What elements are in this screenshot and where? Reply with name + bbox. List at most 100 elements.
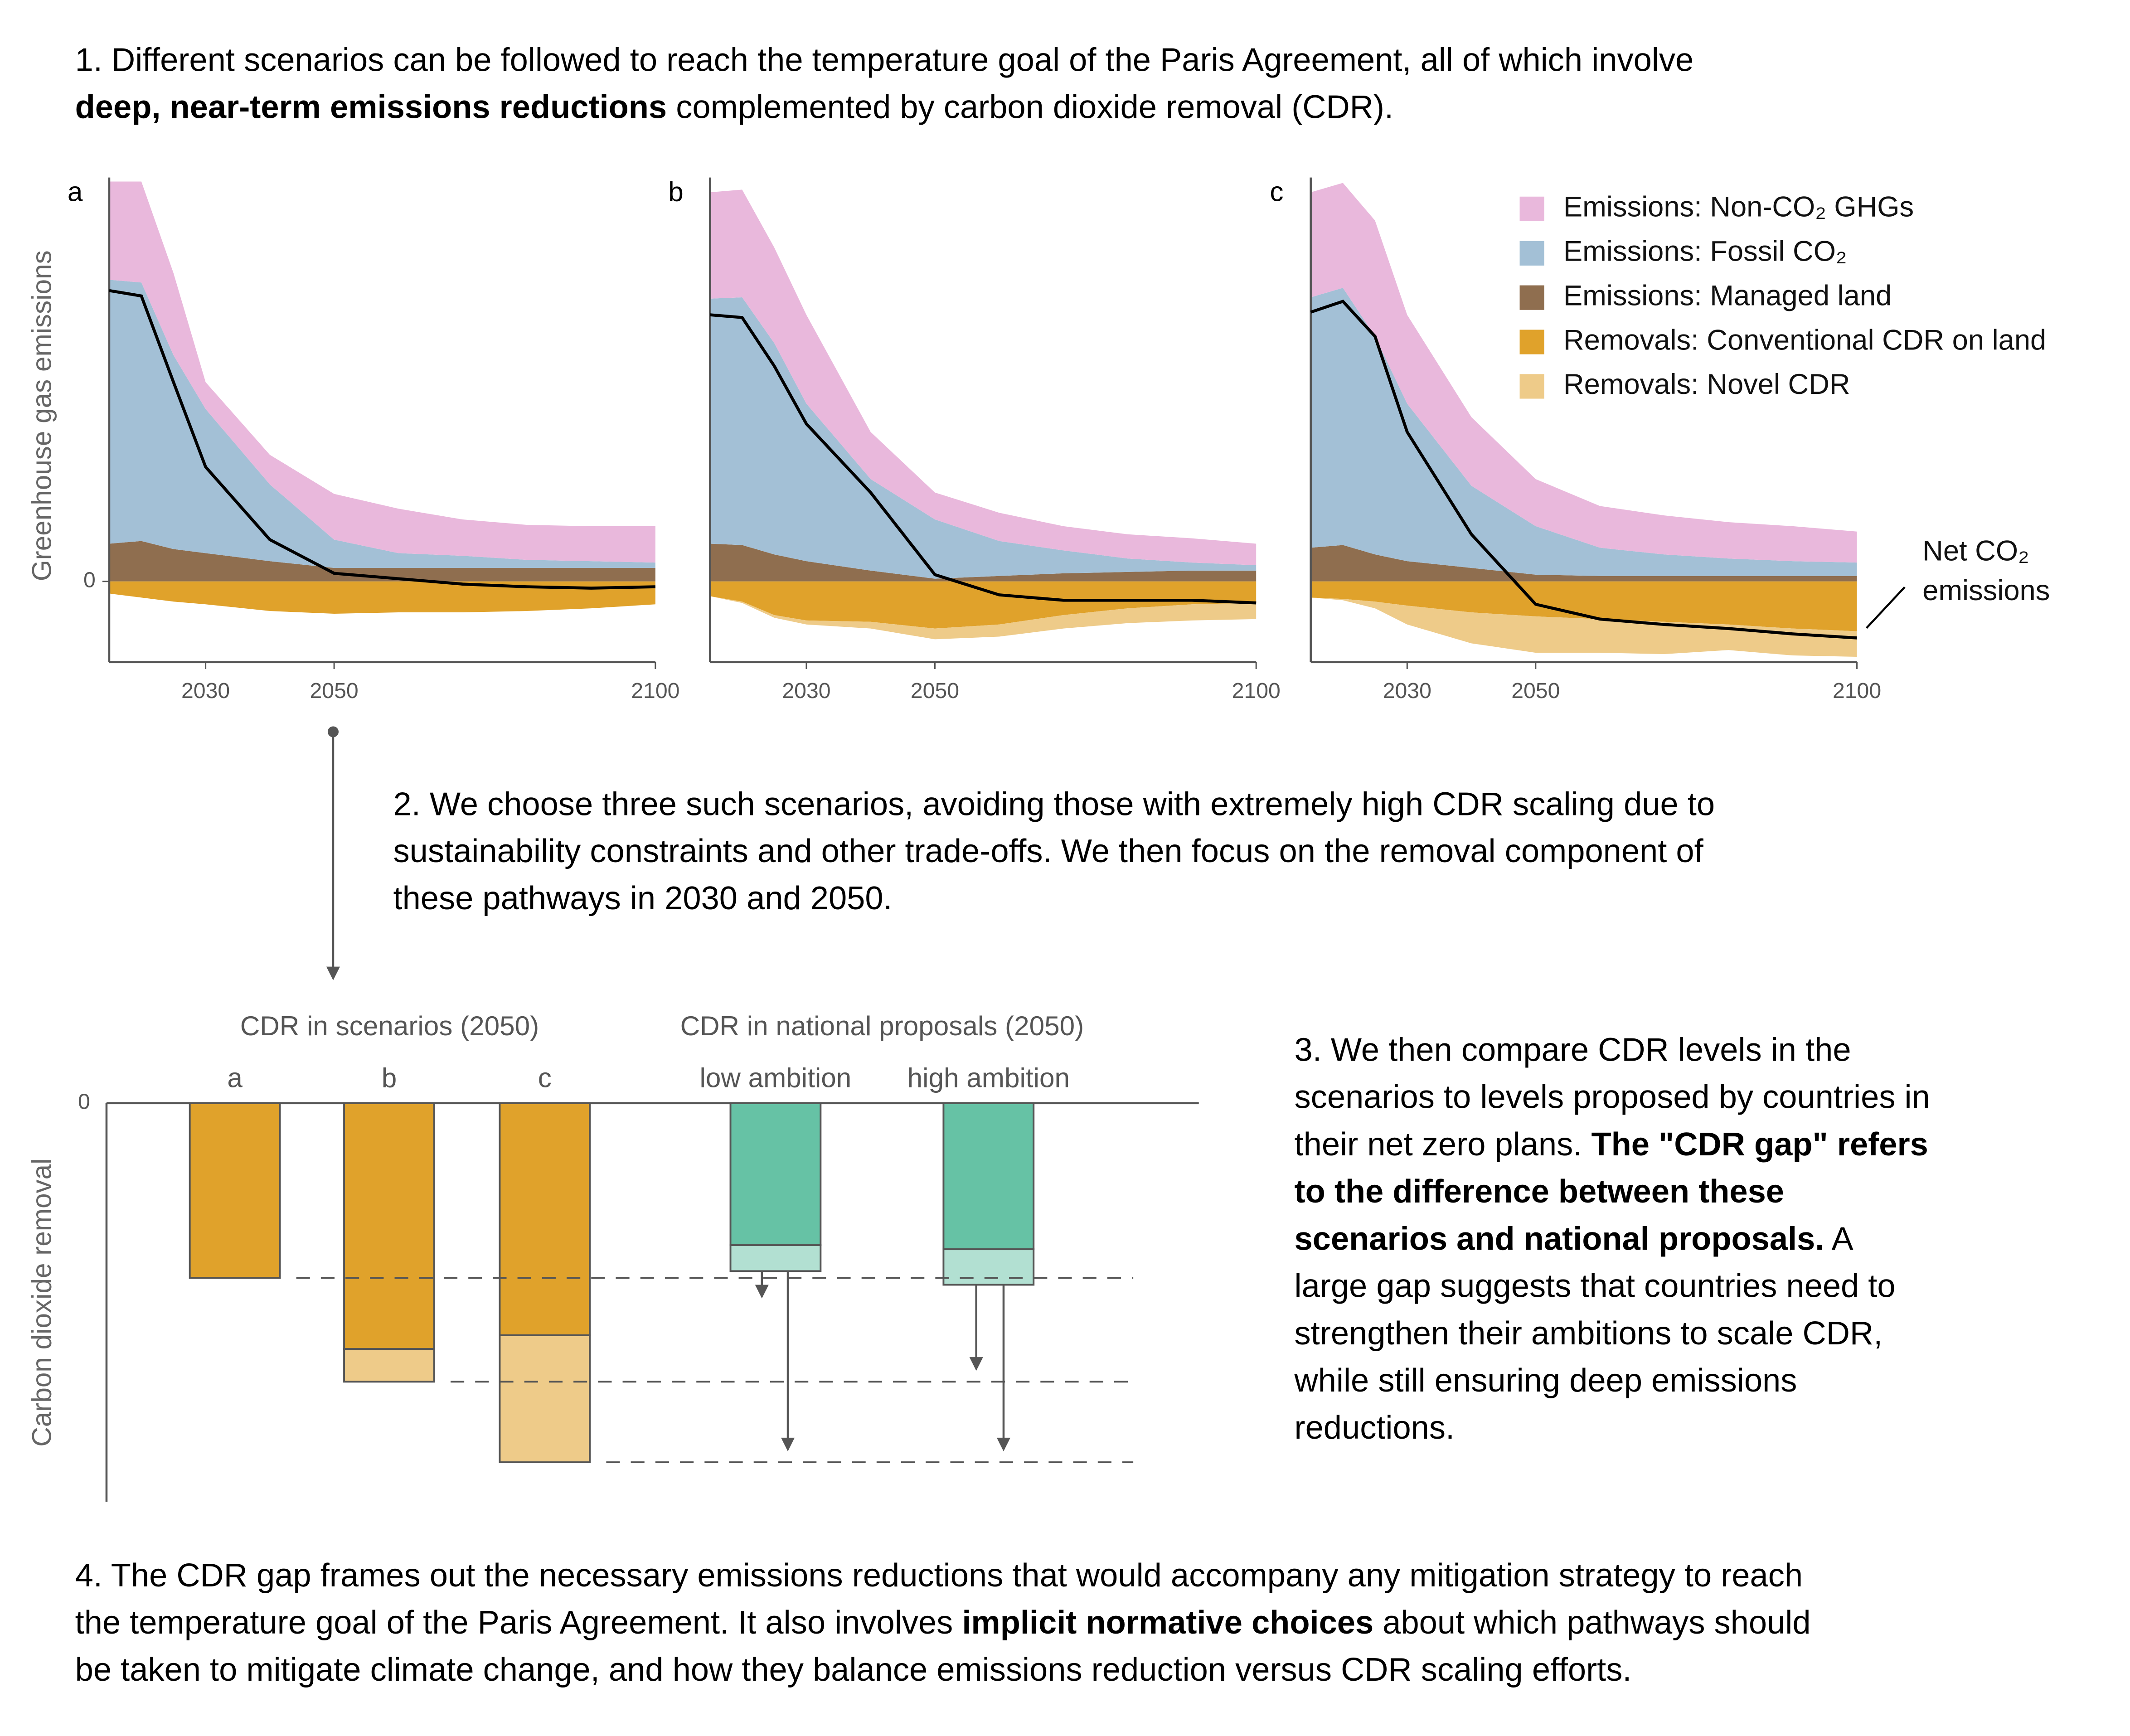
paragraph-line: be taken to mitigate climate change, and… [75,1652,1632,1688]
text-run: the temperature goal of the Paris Agreem… [75,1605,962,1641]
legend-label: Removals: Novel CDR [1563,369,1850,400]
paragraph-line: their net zero plans. The "CDR gap" refe… [1295,1126,1928,1163]
area [1310,597,1857,657]
area [1310,581,1857,631]
annotation-leader [1865,586,1906,629]
text-run: while still ensuring deep emissions [1294,1363,1797,1399]
gap-arrowhead [755,1285,769,1299]
paragraph-line: these pathways in 2030 and 2050. [393,880,893,916]
bar [189,1102,281,1279]
group-label: CDR in national proposals (2050) [680,1010,1084,1041]
area [710,189,1257,566]
text-run: 4. The CDR gap frames out the necessary … [75,1557,1803,1594]
panel-label: b [668,176,684,207]
bar [343,1348,435,1383]
paragraph-line: 4. The CDR gap frames out the necessary … [75,1557,1803,1594]
bold-text: scenarios and national proposals. [1295,1221,1824,1257]
text-run: 2. We choose three such scenarios, avoid… [393,786,1715,822]
gap-arrowhead [781,1437,795,1451]
paragraph-line: scenarios to levels proposed by countrie… [1295,1079,1930,1115]
bold-text: deep, near-term emissions reductions [75,89,667,126]
paragraph-line: sustainability constraints and other tra… [393,833,1704,869]
bold-text: The "CDR gap" refers [1591,1126,1928,1163]
gap-arrowhead [969,1357,983,1371]
text-run: 1. Different scenarios can be followed t… [75,42,1694,78]
bold-text: implicit normative choices [962,1605,1373,1641]
x-tick-label: 2050 [310,679,358,703]
x-tick-label: 2100 [631,679,679,703]
bar [729,1102,822,1246]
text-run: scenarios to levels proposed by countrie… [1295,1079,1930,1115]
legend-label: Emissions: Fossil CO₂ [1563,235,1847,267]
category-label: low ambition [700,1062,852,1093]
bar [499,1334,591,1464]
paragraph-line: to the difference between these [1295,1173,1784,1210]
text-run: complemented by carbon dioxide removal (… [667,89,1393,126]
y-axis-title: Greenhouse gas emissions [26,250,57,581]
bold-text: to the difference between these [1295,1173,1784,1210]
area [1310,183,1857,563]
panel-label: c [1270,176,1283,207]
text-run: 3. We then compare CDR levels in the [1295,1032,1851,1068]
legend-swatch [1519,330,1544,354]
legend-swatch [1519,285,1544,310]
text-run: these pathways in 2030 and 2050. [393,880,893,916]
x-tick-label: 2050 [911,679,959,703]
category-label: b [382,1062,397,1093]
area [109,280,655,568]
x-tick-label: 2100 [1232,679,1281,703]
bar [942,1102,1035,1251]
connector-arrowhead [326,966,340,980]
net-line [1310,300,1857,640]
paragraph-line: strengthen their ambitions to scale CDR, [1295,1315,1883,1352]
category-label: c [538,1062,552,1093]
x-tick-label: 2030 [181,679,230,703]
area [710,581,1257,629]
paragraph-line: scenarios and national proposals. A [1295,1221,1854,1257]
x-tick-label: 2030 [782,679,830,703]
x-tick-label: 2100 [1833,679,1881,703]
panel-label: a [68,176,83,207]
y-tick-label: 0 [83,567,96,592]
text-run: reductions. [1295,1410,1455,1446]
area [710,543,1257,582]
area [1310,288,1857,576]
legend-label: Removals: Conventional CDR on land [1563,324,2046,356]
paragraph-line: while still ensuring deep emissions [1294,1363,1797,1399]
text-run: sustainability constraints and other tra… [393,833,1704,869]
text-run: strengthen their ambitions to scale CDR, [1295,1315,1883,1352]
group-label: CDR in scenarios (2050) [240,1010,539,1041]
area [710,596,1257,640]
text-run: their net zero plans. [1295,1126,1591,1163]
category-label: a [227,1062,243,1093]
legend-label: Emissions: Managed land [1563,280,1892,311]
paragraph-line: large gap suggests that countries need t… [1295,1268,1896,1304]
gap-arrowhead [996,1437,1011,1451]
category-label: high ambition [907,1062,1070,1093]
text-run: large gap suggests that countries need t… [1295,1268,1896,1304]
area [109,581,655,614]
bar [942,1248,1035,1286]
bar [499,1102,591,1336]
x-tick-label: 2050 [1511,679,1560,703]
y-axis-title: Carbon dioxide removal [26,1159,57,1447]
legend-swatch [1519,241,1544,266]
annotation: emissions [1922,575,2050,606]
annotation: Net CO₂ [1922,535,2029,567]
area [710,297,1257,579]
paragraph-line: reductions. [1295,1410,1455,1446]
text-run: be taken to mitigate climate change, and… [75,1652,1632,1688]
area [109,541,655,582]
area [1310,545,1857,582]
x-tick-label: 2030 [1383,679,1431,703]
legend-swatch [1519,196,1544,221]
bar [343,1102,435,1350]
net-line [109,289,655,590]
y-tick-label: 0 [78,1090,90,1114]
text-run: about which pathways should [1373,1605,1810,1641]
paragraph-line: 2. We choose three such scenarios, avoid… [393,786,1715,822]
bar [729,1244,822,1272]
net-line [710,313,1257,605]
